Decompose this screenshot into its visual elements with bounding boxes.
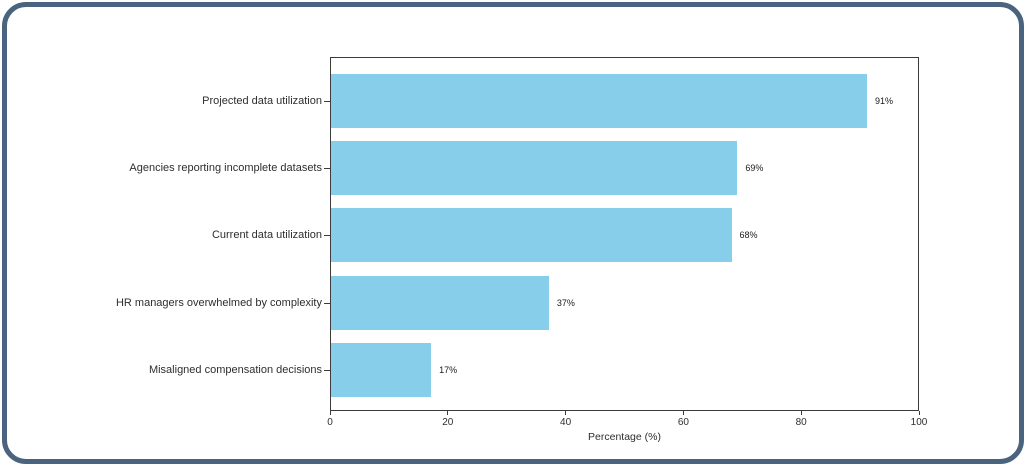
- y-tick-mark: [324, 167, 330, 169]
- y-tick-mark: [324, 100, 330, 102]
- x-tick-label: 100: [910, 417, 928, 428]
- bar: [331, 208, 732, 263]
- y-tick-label: HR managers overwhelmed by complexity: [115, 296, 322, 309]
- x-tick-label: 0: [327, 417, 333, 428]
- y-tick-mark: [324, 235, 330, 237]
- y-tick-label: Misaligned compensation decisions: [148, 364, 322, 377]
- x-tick-mark: [329, 411, 331, 415]
- bar: [331, 140, 738, 195]
- bar-value-label: 17%: [439, 365, 458, 376]
- x-tick-label: 20: [442, 417, 454, 428]
- bar: [331, 275, 549, 330]
- x-tick-label: 60: [677, 417, 689, 428]
- x-tick-mark: [565, 411, 567, 415]
- x-tick-mark: [682, 411, 684, 415]
- x-tick-mark: [800, 411, 802, 415]
- y-tick-mark: [324, 302, 330, 304]
- bar: [331, 343, 432, 398]
- y-tick-label: Current data utilization: [211, 229, 322, 242]
- x-tick-mark: [918, 411, 920, 415]
- bar-value-label: 91%: [874, 95, 893, 106]
- y-tick-label: Agencies reporting incomplete datasets: [129, 161, 322, 174]
- x-tick-label: 80: [795, 417, 807, 428]
- x-tick-mark: [447, 411, 449, 415]
- bar-value-label: 68%: [739, 230, 758, 241]
- bar-value-label: 37%: [556, 297, 575, 308]
- x-axis-title: Percentage (%): [588, 431, 661, 443]
- bar-value-label: 69%: [745, 162, 764, 173]
- y-tick-mark: [324, 370, 330, 372]
- y-tick-label: Projected data utilization: [202, 94, 322, 107]
- bar: [331, 73, 867, 128]
- x-tick-label: 40: [560, 417, 572, 428]
